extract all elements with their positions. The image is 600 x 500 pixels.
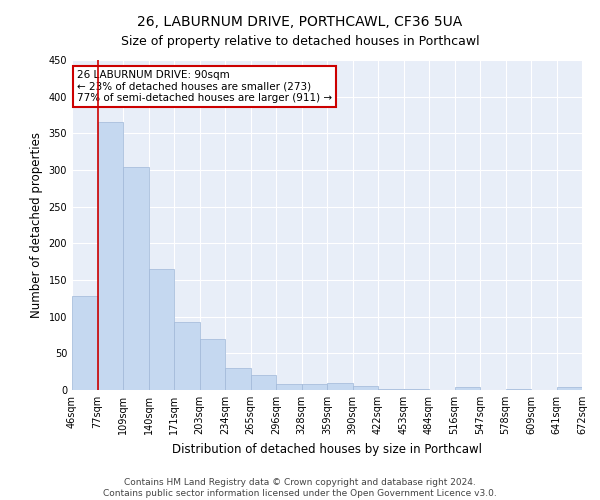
- Bar: [149, 269, 174, 390]
- Text: 26, LABURNUM DRIVE, PORTHCAWL, CF36 5UA: 26, LABURNUM DRIVE, PORTHCAWL, CF36 5UA: [137, 15, 463, 29]
- Bar: [251, 376, 276, 390]
- Bar: [72, 296, 97, 390]
- X-axis label: Distribution of detached houses by size in Porthcawl: Distribution of detached houses by size …: [172, 442, 482, 456]
- Text: 26 LABURNUM DRIVE: 90sqm
← 23% of detached houses are smaller (273)
77% of semi-: 26 LABURNUM DRIVE: 90sqm ← 23% of detach…: [77, 70, 332, 103]
- Bar: [302, 384, 327, 390]
- Text: Contains HM Land Registry data © Crown copyright and database right 2024.
Contai: Contains HM Land Registry data © Crown c…: [103, 478, 497, 498]
- Bar: [378, 388, 404, 390]
- Bar: [174, 322, 199, 390]
- Bar: [276, 384, 302, 390]
- Bar: [455, 387, 480, 390]
- Bar: [199, 338, 225, 390]
- Bar: [123, 167, 149, 390]
- Y-axis label: Number of detached properties: Number of detached properties: [30, 132, 43, 318]
- Text: Size of property relative to detached houses in Porthcawl: Size of property relative to detached ho…: [121, 35, 479, 48]
- Bar: [353, 386, 378, 390]
- Bar: [97, 122, 123, 390]
- Bar: [557, 387, 582, 390]
- Bar: [327, 384, 353, 390]
- Bar: [225, 368, 251, 390]
